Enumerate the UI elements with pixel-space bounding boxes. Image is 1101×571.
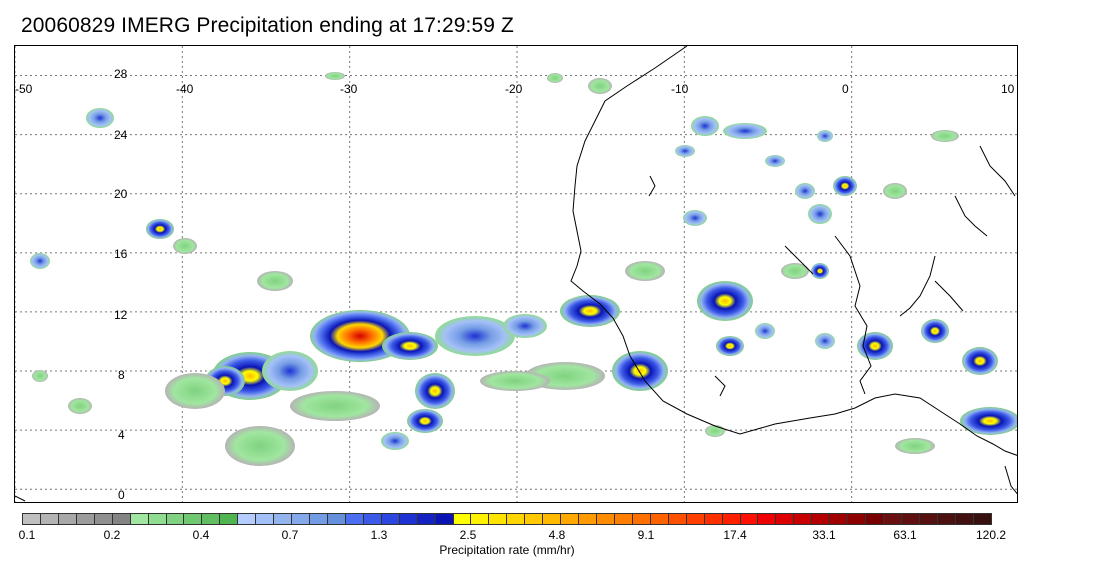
lon-label: -10 — [671, 82, 689, 96]
colorbar-swatch — [884, 514, 902, 524]
colorbar-swatch — [435, 514, 454, 524]
colorbar-swatch — [363, 514, 382, 524]
colorbar-swatch — [453, 514, 472, 524]
colorbar-swatch — [76, 514, 95, 524]
map-canvas — [15, 46, 1017, 502]
lat-label: 28 — [114, 67, 128, 81]
precipitation-colorbar — [22, 513, 992, 525]
colorbar-swatch — [507, 514, 526, 524]
lat-label: 8 — [118, 368, 125, 382]
colorbar-swatch — [704, 514, 723, 524]
colorbar-tick-label: 0.7 — [281, 528, 299, 542]
colorbar-swatch — [256, 514, 275, 524]
colorbar-tick-label: 0.2 — [103, 528, 121, 542]
colorbar-swatch — [597, 514, 615, 524]
colorbar-swatch — [23, 514, 41, 524]
colorbar-swatch — [758, 514, 777, 524]
coastline — [15, 46, 1017, 502]
colorbar-tick-label: 2.5 — [459, 528, 477, 542]
map-title: 20060829 IMERG Precipitation ending at 1… — [21, 14, 514, 37]
colorbar-swatch — [973, 514, 991, 524]
lat-label: 16 — [114, 247, 128, 261]
colorbar-swatch — [543, 514, 562, 524]
colorbar-swatch — [381, 514, 400, 524]
colorbar-swatch — [848, 514, 867, 524]
colorbar-swatch — [112, 514, 131, 524]
colorbar-label: Precipitation rate (mm/hr) — [439, 543, 575, 557]
colorbar-tick-label: 63.1 — [893, 528, 917, 542]
colorbar-swatch — [345, 514, 364, 524]
colorbar-swatch — [776, 514, 795, 524]
colorbar-swatch — [614, 514, 633, 524]
colorbar-swatch — [579, 514, 597, 524]
lon-label: -30 — [340, 82, 358, 96]
colorbar-swatch — [327, 514, 346, 524]
colorbar-swatch — [94, 514, 113, 524]
lat-label: 0 — [118, 488, 125, 502]
colorbar-tick-label: 0.4 — [192, 528, 210, 542]
colorbar-swatch — [471, 514, 490, 524]
colorbar-swatch — [166, 514, 185, 524]
colorbar-swatch — [292, 514, 310, 524]
colorbar-swatch — [830, 514, 849, 524]
lat-lon-grid — [15, 46, 1017, 502]
colorbar-swatch — [220, 514, 239, 524]
lon-label: 10 — [1001, 82, 1015, 96]
colorbar-swatch — [310, 514, 328, 524]
precipitation-field — [30, 72, 1017, 466]
colorbar-swatch — [812, 514, 831, 524]
colorbar-swatch — [130, 514, 149, 524]
colorbar-swatch — [866, 514, 884, 524]
colorbar-swatch — [184, 514, 203, 524]
lat-label: 20 — [114, 187, 128, 201]
colorbar-swatch — [489, 514, 508, 524]
colorbar-swatch — [740, 514, 759, 524]
colorbar-swatch — [417, 514, 436, 524]
precipitation-map[interactable] — [14, 45, 1018, 503]
colorbar-swatch — [722, 514, 741, 524]
lon-label: 0 — [842, 82, 849, 96]
colorbar-swatch — [794, 514, 813, 524]
lon-label: -50 — [15, 82, 33, 96]
colorbar-tick-label: 0.1 — [18, 528, 36, 542]
colorbar-swatch — [561, 514, 580, 524]
colorbar-swatch — [399, 514, 418, 524]
lon-label: -40 — [176, 82, 194, 96]
colorbar-tick-label: 1.3 — [370, 528, 388, 542]
colorbar-swatch — [686, 514, 705, 524]
colorbar-swatch — [955, 514, 974, 524]
colorbar-swatch — [274, 514, 293, 524]
colorbar-swatch — [238, 514, 257, 524]
lat-label: 4 — [118, 428, 125, 442]
colorbar-tick-label: 33.1 — [812, 528, 836, 542]
lat-label: 24 — [114, 128, 128, 142]
colorbar-tick-label: 120.2 — [975, 528, 1007, 542]
colorbar-swatch — [202, 514, 221, 524]
colorbar-tick-label: 17.4 — [723, 528, 747, 542]
colorbar-swatch — [650, 514, 669, 524]
colorbar-tick-label: 4.8 — [548, 528, 566, 542]
colorbar-swatch — [937, 514, 956, 524]
lon-label: -20 — [505, 82, 523, 96]
colorbar-swatch — [919, 514, 938, 524]
colorbar-swatch — [148, 514, 167, 524]
colorbar-tick-label: 9.1 — [637, 528, 655, 542]
colorbar-swatch — [525, 514, 544, 524]
colorbar-swatch — [58, 514, 77, 524]
lat-label: 12 — [114, 308, 128, 322]
colorbar-swatch — [901, 514, 920, 524]
colorbar-swatch — [40, 514, 59, 524]
colorbar-swatch — [632, 514, 651, 524]
colorbar-swatch — [668, 514, 687, 524]
